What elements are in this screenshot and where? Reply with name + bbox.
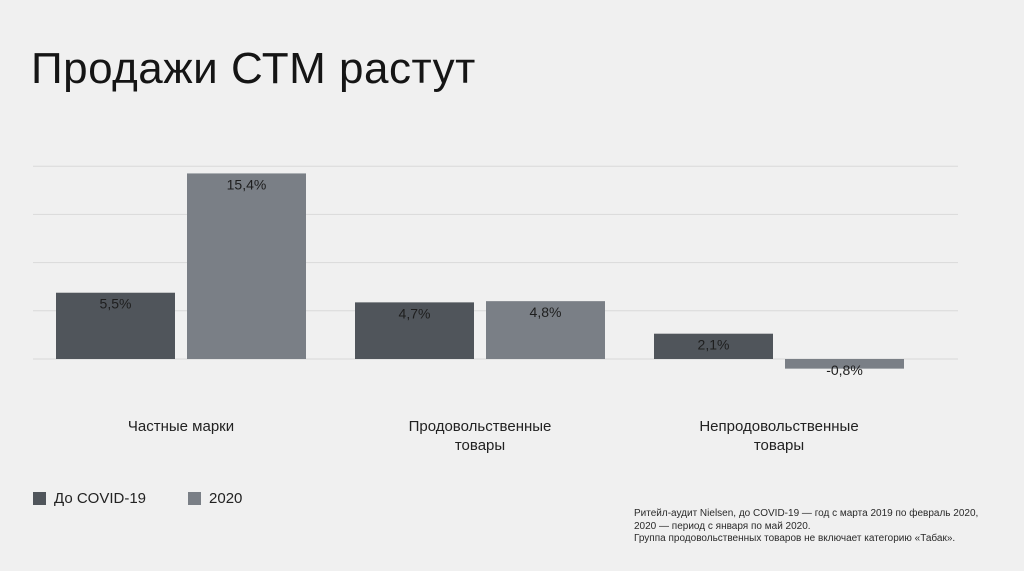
category-label: Непродовольственные товары <box>669 417 889 455</box>
legend-label-2020: 2020 <box>209 490 243 507</box>
category-label-line: Непродовольственные <box>699 418 859 435</box>
bar <box>355 302 474 359</box>
page-title: Продажи СТМ растут <box>31 44 476 93</box>
category-label: Продовольственные товары <box>370 417 590 455</box>
legend: До COVID-19 2020 <box>33 490 284 507</box>
category-label-line: Продовольственные <box>408 418 552 435</box>
footnote-line: Ритейл-аудит Nielsen, до COVID-19 — год … <box>634 508 979 519</box>
legend-swatch-before-covid <box>33 492 46 505</box>
data-label: 4,8% <box>530 304 562 320</box>
data-label: 15,4% <box>227 176 267 192</box>
bars <box>56 173 904 369</box>
legend-item-before-covid: До COVID-19 <box>33 490 146 507</box>
category-label-line: товары <box>454 437 506 454</box>
category-label-line: товары <box>753 437 805 454</box>
legend-swatch-2020 <box>188 492 202 505</box>
bar <box>654 333 773 359</box>
bar <box>187 173 306 359</box>
data-labels: 5,5% 15,4% 4,7% 4,8% 2,1% -0,8% <box>100 176 863 378</box>
data-label: 5,5% <box>100 296 132 312</box>
category-label: Частные марки <box>71 417 291 436</box>
category-label-line: Частные марки <box>127 418 235 435</box>
bar <box>486 301 605 359</box>
legend-item-2020: 2020 <box>188 490 242 507</box>
data-label: -0,8% <box>826 362 863 378</box>
footnote-line: 2020 — период с января по май 2020. <box>634 520 811 532</box>
footnote-line: Группа продовольственных товаров не вклю… <box>634 533 956 544</box>
bar <box>785 359 904 369</box>
bar <box>56 292 175 359</box>
footnote: Ритейл-аудит Nielsen, до COVID-19 — год … <box>634 508 1019 546</box>
legend-label-before-covid: До COVID-19 <box>54 490 147 507</box>
data-label: 4,7% <box>399 305 431 321</box>
data-label: 2,1% <box>698 337 730 353</box>
